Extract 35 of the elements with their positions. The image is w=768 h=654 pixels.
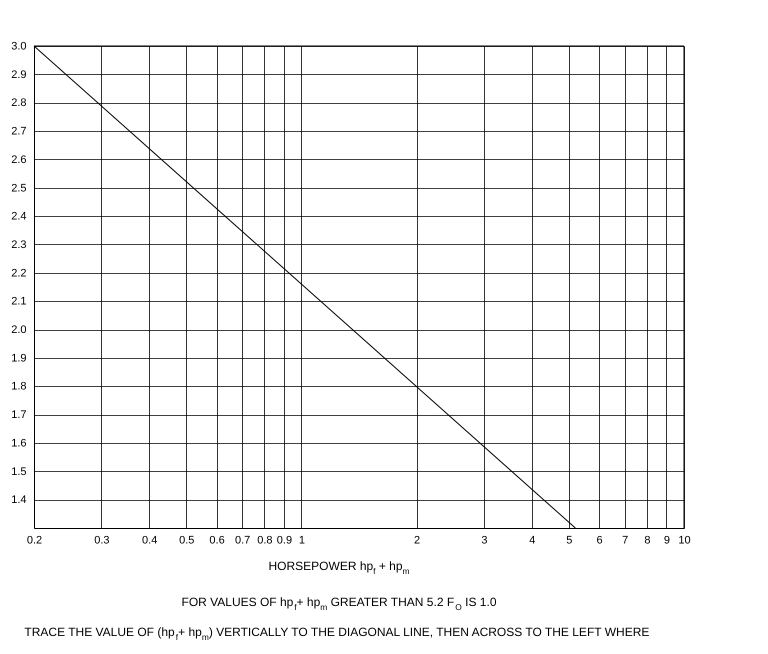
- x-tick-label: 0.2: [26, 534, 42, 546]
- y-tick-label: 2.6: [11, 154, 26, 166]
- x-tick-label: 3: [481, 534, 488, 546]
- x-tick-label: 1: [298, 534, 305, 546]
- y-tick-label: 1.4: [11, 494, 26, 506]
- y-tick-label: 2.0: [11, 324, 26, 336]
- y-tick-label: 2.7: [11, 126, 26, 138]
- x-tick-label: 6: [596, 534, 603, 546]
- y-tick-label: 1.5: [11, 466, 26, 478]
- y-tick-label: 2.8: [11, 97, 26, 110]
- y-tick-label: 3.0: [11, 40, 26, 52]
- y-tick-label: 1.8: [11, 380, 26, 393]
- y-tick-label: 2.4: [11, 210, 26, 223]
- x-tick-label: 0.5: [179, 534, 194, 546]
- y-tick-label: 2.3: [11, 238, 26, 251]
- x-tick-label: 4: [529, 534, 536, 546]
- y-tick-label: 1.9: [11, 352, 26, 364]
- x-tick-label: 2: [414, 534, 420, 546]
- x-tick-label: 0.3: [94, 534, 110, 546]
- x-tick-label: 0.7: [235, 534, 250, 546]
- x-tick-label: 7: [622, 534, 628, 546]
- y-tick-label: 2.5: [11, 182, 26, 194]
- x-tick-label: 5: [566, 534, 572, 546]
- y-tick-label: 2.2: [11, 267, 26, 280]
- x-tick-label: 0.6: [209, 534, 225, 546]
- y-tick-label: 1.7: [11, 409, 26, 422]
- y-tick-label: 1.6: [11, 437, 26, 450]
- x-tick-label: 0.4: [142, 534, 158, 546]
- x-tick-label: 0.9: [276, 534, 292, 546]
- x-tick-label: 9: [664, 534, 670, 546]
- x-tick-label: 8: [644, 534, 650, 546]
- y-tick-label: 2.9: [11, 68, 26, 81]
- y-tick-label: 2.1: [11, 296, 26, 308]
- x-tick-label: 0.8: [257, 534, 272, 546]
- x-tick-label: 10: [678, 534, 691, 546]
